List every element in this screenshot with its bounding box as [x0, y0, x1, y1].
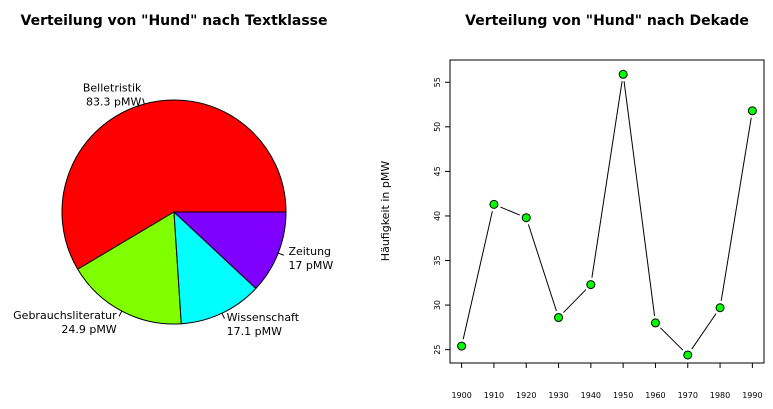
x-tick-label: 1950	[613, 391, 633, 400]
pie-slice-value-label: 17 pMW	[288, 259, 333, 272]
data-point-1900	[457, 341, 467, 351]
series-line-segment	[720, 117, 752, 301]
pie-label-tick	[221, 312, 225, 319]
pie-label-tick	[118, 310, 123, 317]
y-tick-label: 45	[433, 166, 442, 176]
pie-chart-title: Verteilung von "Hund" nach Textklasse	[21, 13, 328, 29]
pie-slice-belletristik	[61, 99, 287, 270]
x-tick-label: 1960	[645, 391, 665, 400]
pie-label-tick	[278, 252, 284, 256]
series-line-segment	[500, 206, 520, 216]
series-line-segment	[623, 81, 656, 317]
data-point-1960	[650, 318, 660, 328]
x-tick-label: 1990	[742, 391, 762, 400]
x-tick-label: 1910	[484, 391, 504, 400]
series-line-segment	[527, 224, 557, 312]
data-point-1940	[586, 280, 596, 290]
pie-slice-label: Gebrauchsliteratur	[13, 309, 117, 322]
pie-slice-label: Zeitung	[288, 245, 331, 258]
data-point-1980	[715, 303, 725, 313]
line-chart-title: Verteilung von "Hund" nach Dekade	[465, 13, 749, 29]
pie-slice-label: Belletristik	[83, 81, 142, 94]
series-line-segment	[660, 327, 684, 351]
y-tick-label: 30	[433, 300, 442, 310]
plot-frame	[449, 59, 765, 364]
pie-slice-value-label: 83.3 pMW	[86, 95, 141, 108]
y-tick-label: 35	[433, 255, 442, 265]
pie-slice-zeitung	[172, 211, 287, 290]
data-point-1920	[521, 213, 531, 223]
line-chart: 25 30 35 40 45 50 55 1900 1910 1920 1930 1940 1950 19…	[433, 69, 763, 400]
x-tick-label: 1970	[678, 391, 698, 400]
y-axis-label: Häufigkeit in pMW	[379, 161, 392, 262]
pie-label-tick	[142, 98, 145, 105]
data-point-1990	[747, 106, 757, 116]
y-tick-label: 55	[433, 77, 442, 87]
data-point-1910	[489, 199, 499, 209]
series-line-segment	[691, 313, 717, 350]
pie-slice-value-label: 24.9 pMW	[61, 323, 116, 336]
x-tick-label: 1900	[451, 391, 471, 400]
x-tick-label: 1940	[581, 391, 601, 400]
series-line-segment	[462, 211, 493, 340]
x-tick-label: 1930	[548, 391, 568, 400]
data-point-1930	[554, 313, 564, 323]
data-point-1950	[618, 69, 628, 79]
series-line-segment	[591, 81, 623, 278]
x-tick-label: 1980	[710, 391, 730, 400]
y-tick-label: 25	[433, 345, 442, 355]
y-tick-label: 50	[433, 122, 442, 132]
pie-slice-value-label: 17.1 pMW	[227, 325, 282, 338]
series-line-segment	[563, 289, 587, 313]
data-point-1970	[683, 350, 693, 360]
x-tick-label: 1920	[516, 391, 536, 400]
y-tick-label: 40	[433, 211, 442, 221]
pie-slice-label: Wissenschaft	[227, 311, 300, 324]
